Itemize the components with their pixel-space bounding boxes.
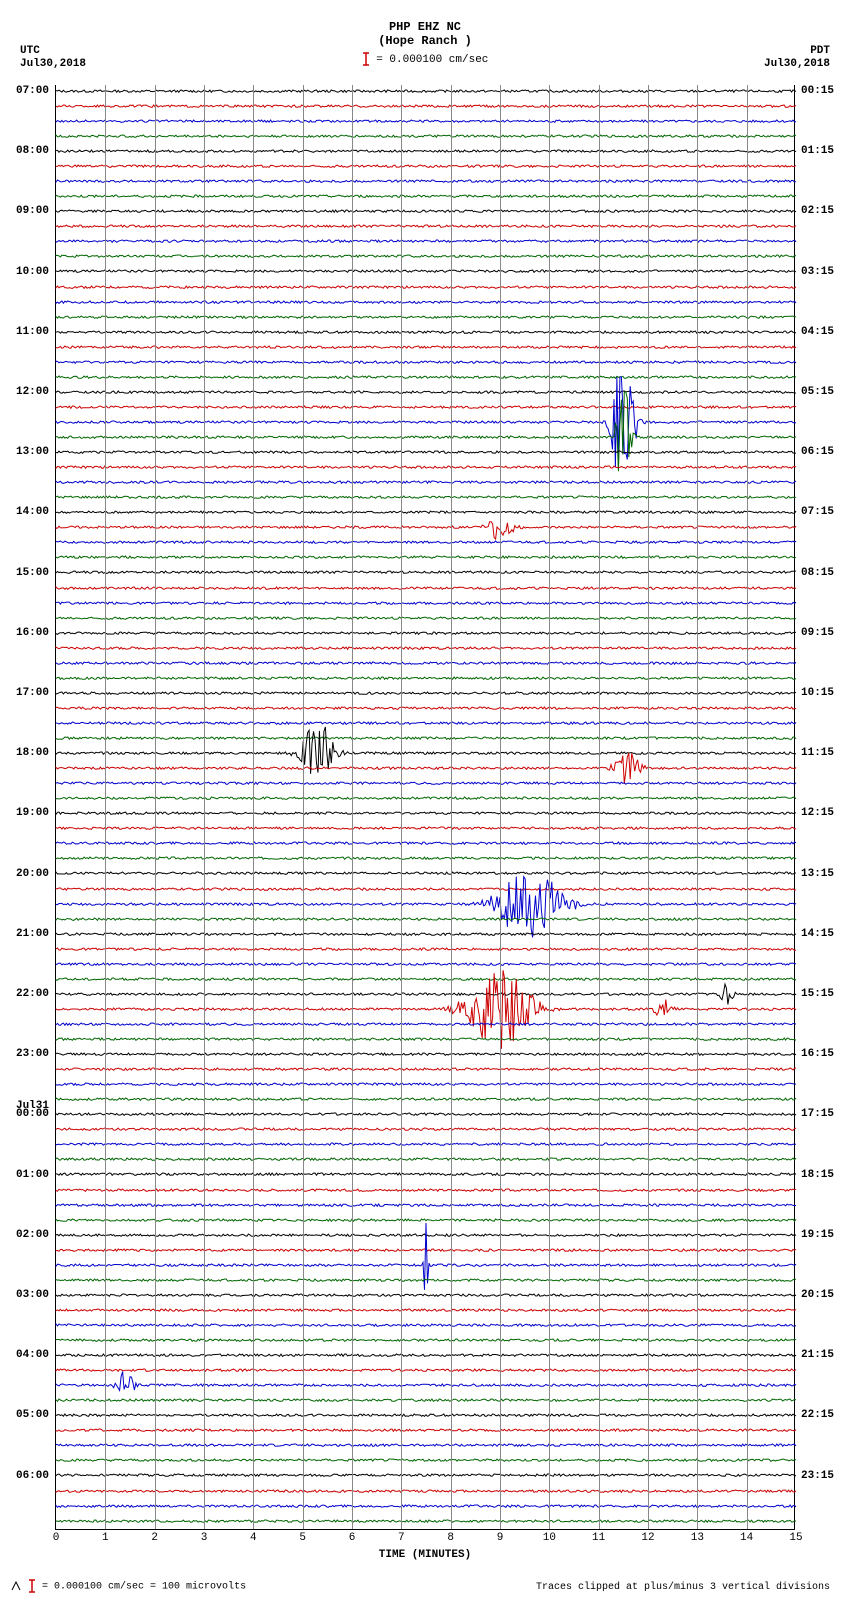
x-tick: 10 xyxy=(543,1532,556,1544)
time-label-utc: 22:00 xyxy=(16,988,49,1000)
footer-clip-note: Traces clipped at plus/minus 3 vertical … xyxy=(536,1582,830,1593)
time-label-pdt: 12:15 xyxy=(801,807,834,819)
gridline xyxy=(599,85,600,1529)
time-label-utc: 01:00 xyxy=(16,1169,49,1181)
trace-container xyxy=(56,85,794,1529)
time-label-pdt: 15:15 xyxy=(801,988,834,1000)
gridline xyxy=(549,85,550,1529)
gridline xyxy=(352,85,353,1529)
time-label-pdt: 00:15 xyxy=(801,85,834,97)
day-break-label: Jul31 xyxy=(16,1100,49,1112)
gridline xyxy=(747,85,748,1529)
footer-scale: = 0.000100 cm/sec = 100 microvolts xyxy=(10,1579,246,1593)
x-tick: 14 xyxy=(740,1532,753,1544)
time-label-pdt: 05:15 xyxy=(801,386,834,398)
time-label-utc: 11:00 xyxy=(16,326,49,338)
time-label-utc: 09:00 xyxy=(16,205,49,217)
time-label-pdt: 21:15 xyxy=(801,1349,834,1361)
x-axis-label: TIME (MINUTES) xyxy=(379,1549,471,1561)
gridline xyxy=(105,85,106,1529)
timezone-right: PDT xyxy=(810,45,830,57)
time-label-pdt: 03:15 xyxy=(801,266,834,278)
gridline xyxy=(500,85,501,1529)
time-label-pdt: 17:15 xyxy=(801,1108,834,1120)
gridline xyxy=(401,85,402,1529)
time-label-utc: 03:00 xyxy=(16,1289,49,1301)
time-label-utc: 12:00 xyxy=(16,386,49,398)
time-label-utc: 15:00 xyxy=(16,567,49,579)
station-code: PHP EHZ NC xyxy=(0,20,850,34)
gridline xyxy=(697,85,698,1529)
time-label-pdt: 04:15 xyxy=(801,326,834,338)
x-tick: 5 xyxy=(299,1532,306,1544)
time-label-utc: 08:00 xyxy=(16,145,49,157)
plot-area: TIME (MINUTES) 012345678910111213141507:… xyxy=(55,85,795,1530)
x-tick: 12 xyxy=(641,1532,654,1544)
time-label-pdt: 22:15 xyxy=(801,1409,834,1421)
time-label-pdt: 16:15 xyxy=(801,1048,834,1060)
time-label-utc: 19:00 xyxy=(16,807,49,819)
time-label-utc: 14:00 xyxy=(16,506,49,518)
time-label-utc: 04:00 xyxy=(16,1349,49,1361)
x-tick: 7 xyxy=(398,1532,405,1544)
time-label-pdt: 19:15 xyxy=(801,1229,834,1241)
time-label-pdt: 20:15 xyxy=(801,1289,834,1301)
time-label-utc: 16:00 xyxy=(16,627,49,639)
time-label-pdt: 13:15 xyxy=(801,868,834,880)
time-label-pdt: 07:15 xyxy=(801,506,834,518)
time-label-pdt: 09:15 xyxy=(801,627,834,639)
gridline xyxy=(451,85,452,1529)
time-label-utc: 23:00 xyxy=(16,1048,49,1060)
time-label-utc: 02:00 xyxy=(16,1229,49,1241)
time-label-utc: 20:00 xyxy=(16,868,49,880)
time-label-utc: 21:00 xyxy=(16,928,49,940)
time-label-utc: 05:00 xyxy=(16,1409,49,1421)
x-tick: 0 xyxy=(53,1532,60,1544)
x-tick: 6 xyxy=(349,1532,356,1544)
time-label-pdt: 10:15 xyxy=(801,687,834,699)
x-tick: 13 xyxy=(691,1532,704,1544)
time-label-utc: 13:00 xyxy=(16,446,49,458)
time-label-utc: 07:00 xyxy=(16,85,49,97)
time-label-utc: 10:00 xyxy=(16,266,49,278)
seismogram-container: PHP EHZ NC (Hope Ranch ) = 0.000100 cm/s… xyxy=(0,0,850,1613)
time-label-pdt: 18:15 xyxy=(801,1169,834,1181)
time-label-pdt: 02:15 xyxy=(801,205,834,217)
time-label-pdt: 14:15 xyxy=(801,928,834,940)
timezone-left: UTC xyxy=(20,45,40,57)
time-label-pdt: 11:15 xyxy=(801,747,834,759)
gridline xyxy=(253,85,254,1529)
x-tick: 1 xyxy=(102,1532,109,1544)
gridline xyxy=(204,85,205,1529)
x-tick: 9 xyxy=(497,1532,504,1544)
x-tick: 4 xyxy=(250,1532,257,1544)
x-tick: 3 xyxy=(201,1532,208,1544)
x-tick: 2 xyxy=(151,1532,158,1544)
time-label-utc: 06:00 xyxy=(16,1470,49,1482)
time-label-pdt: 01:15 xyxy=(801,145,834,157)
time-label-utc: 18:00 xyxy=(16,747,49,759)
gridline xyxy=(155,85,156,1529)
time-label-pdt: 06:15 xyxy=(801,446,834,458)
time-label-utc: 17:00 xyxy=(16,687,49,699)
gridline xyxy=(303,85,304,1529)
time-label-pdt: 08:15 xyxy=(801,567,834,579)
x-tick: 8 xyxy=(447,1532,454,1544)
gridline xyxy=(648,85,649,1529)
time-label-pdt: 23:15 xyxy=(801,1470,834,1482)
x-tick: 15 xyxy=(789,1532,802,1544)
x-tick: 11 xyxy=(592,1532,605,1544)
